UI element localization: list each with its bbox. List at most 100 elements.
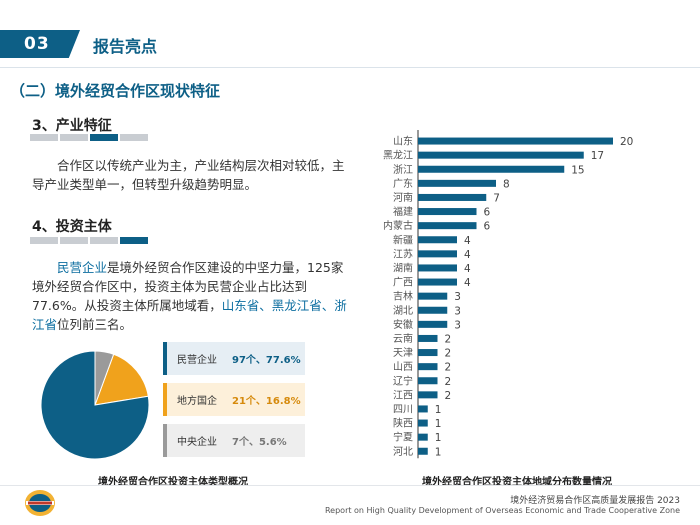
bar-value-label: 2 xyxy=(445,348,452,360)
bar-category-label: 四川 xyxy=(393,404,413,415)
bar-category-label: 浙江 xyxy=(393,164,413,176)
bar-湖北 xyxy=(418,306,448,314)
investor-paragraph: 民营企业是境外经贸合作区建设的中坚力量，125家境外经贸合作区中，投资主体为民营… xyxy=(32,258,352,334)
bar-value-label: 3 xyxy=(454,291,461,303)
bar-category-label: 云南 xyxy=(393,332,413,345)
section-title: （二）境外经贸合作区现状特征 xyxy=(10,82,221,100)
investor-highlight-provinces: 山东省、黑龙江省、浙江省 xyxy=(32,298,347,332)
investor-body-main: 是境外经贸合作区建设的中坚力量，125家境外经贸合作区中，投资主体为民营企业占比… xyxy=(32,260,344,313)
bar-value-label: 2 xyxy=(445,376,452,388)
pie-card-value: 97个、77.6% xyxy=(232,355,301,366)
bar-吉林 xyxy=(418,292,448,300)
bar-浙江 xyxy=(418,165,565,173)
bar-福建 xyxy=(418,208,477,216)
industry-title: 3、产业特征 xyxy=(32,118,112,134)
bar-value-label: 4 xyxy=(464,235,471,247)
industry-progress-strip xyxy=(30,134,148,141)
footer-english-title: Report on High Quality Development of Ov… xyxy=(324,506,680,515)
bar-value-label: 4 xyxy=(464,263,471,275)
bar-value-label: 2 xyxy=(445,362,452,374)
industry-paragraph: 合作区以传统产业为主，产业结构层次相对较低，主导产业类型单一，但转型升级趋势明显… xyxy=(32,156,352,194)
pie-caption: 境外经贸合作区投资主体类型概况 xyxy=(98,477,248,488)
page-title: 报告亮点 xyxy=(93,37,158,56)
bar-value-label: 7 xyxy=(493,192,500,204)
bar-value-label: 1 xyxy=(435,446,442,458)
bar-category-label: 江苏 xyxy=(393,247,413,260)
bar-宁夏 xyxy=(418,433,428,441)
pie-card-label: 中央企业 xyxy=(177,437,217,448)
bar-category-label: 广西 xyxy=(393,277,413,289)
bar-value-label: 1 xyxy=(435,404,442,416)
bar-广西 xyxy=(418,278,457,286)
section-number-badge: 03 xyxy=(0,30,80,58)
pie-slice-local-soe xyxy=(94,353,149,406)
pie-card-value: 21个、16.8% xyxy=(232,396,301,407)
investor-type-pie-chart xyxy=(40,350,150,460)
bar-value-label: 4 xyxy=(464,249,471,261)
bar-category-label: 天津 xyxy=(393,347,413,359)
bar-caption: 境外经贸合作区投资主体地域分布数量情况 xyxy=(422,477,612,488)
bar-value-label: 6 xyxy=(484,221,491,233)
bar-江西 xyxy=(418,391,438,399)
bar-category-label: 河北 xyxy=(393,446,413,458)
bar-value-label: 1 xyxy=(435,432,442,444)
bar-湖南 xyxy=(418,264,457,272)
bar-天津 xyxy=(418,349,438,357)
bar-河南 xyxy=(418,193,487,201)
bar-黑龙江 xyxy=(418,151,584,159)
bar-value-label: 17 xyxy=(591,150,604,162)
bar-辽宁 xyxy=(418,377,438,385)
bar-category-label: 宁夏 xyxy=(393,431,413,444)
bar-category-label: 辽宁 xyxy=(393,374,413,387)
province-bar-chart: 山东 20 黑龙江 17 浙江 15 广东 8 河南 7 福建 6 内蒙古 6 新疆 4 江苏 4 湖南 4 广西 4 吉林… xyxy=(383,130,633,459)
bar-山东 xyxy=(418,137,613,145)
bar-内蒙古 xyxy=(418,222,477,230)
bar-江苏 xyxy=(418,250,457,258)
pie-card-label: 民营企业 xyxy=(177,355,217,366)
bar-value-label: 2 xyxy=(445,390,452,402)
bar-category-label: 山东 xyxy=(393,135,413,148)
bar-value-label: 3 xyxy=(454,319,461,331)
bar-category-label: 新疆 xyxy=(393,233,413,246)
bar-value-label: 6 xyxy=(484,207,491,219)
investor-highlight-private: 民营企业 xyxy=(57,260,108,275)
bar-category-label: 山西 xyxy=(393,361,413,373)
bar-category-label: 安徽 xyxy=(393,318,413,331)
header-divider xyxy=(0,67,700,68)
bar-云南 xyxy=(418,334,438,342)
bar-广东 xyxy=(418,179,496,187)
bar-value-label: 8 xyxy=(503,178,510,190)
bar-category-label: 黑龙江 xyxy=(383,149,413,162)
pie-card-private: 民营企业 97个、77.6% xyxy=(163,342,305,375)
bar-value-label: 3 xyxy=(454,305,461,317)
bar-category-label: 广东 xyxy=(393,177,413,190)
bar-新疆 xyxy=(418,236,457,244)
industry-body: 合作区以传统产业为主，产业结构层次相对较低，主导产业类型单一，但转型升级趋势明显… xyxy=(32,158,345,192)
report-logo-icon xyxy=(25,490,55,516)
bar-category-label: 河南 xyxy=(393,191,413,204)
bar-category-label: 江西 xyxy=(393,389,413,401)
footer-chinese-title: 境外经济贸易合作区高质量发展报告 2023 xyxy=(510,496,680,506)
pie-card-value: 7个、5.6% xyxy=(232,437,287,448)
bar-category-label: 陕西 xyxy=(393,417,413,430)
pie-card-central-soe: 中央企业 7个、5.6% xyxy=(163,424,305,457)
bar-安徽 xyxy=(418,320,448,328)
bar-四川 xyxy=(418,405,428,413)
bar-value-label: 4 xyxy=(464,277,471,289)
bar-category-label: 吉林 xyxy=(393,290,413,303)
bar-山西 xyxy=(418,363,438,371)
bar-河北 xyxy=(418,447,428,455)
bar-category-label: 福建 xyxy=(393,205,413,218)
bar-陕西 xyxy=(418,419,428,427)
pie-card-local-soe: 地方国企 21个、16.8% xyxy=(163,383,305,416)
bar-category-label: 湖南 xyxy=(393,261,413,274)
bar-value-label: 2 xyxy=(445,333,452,345)
bar-category-label: 内蒙古 xyxy=(383,219,413,232)
investor-title: 4、投资主体 xyxy=(32,219,112,235)
bar-value-label: 1 xyxy=(435,418,442,430)
footer-divider xyxy=(0,485,700,486)
bar-value-label: 20 xyxy=(620,136,633,148)
investor-body-end: 位列前三名。 xyxy=(57,317,133,332)
investor-progress-strip xyxy=(30,237,148,244)
bar-category-label: 湖北 xyxy=(393,305,413,317)
